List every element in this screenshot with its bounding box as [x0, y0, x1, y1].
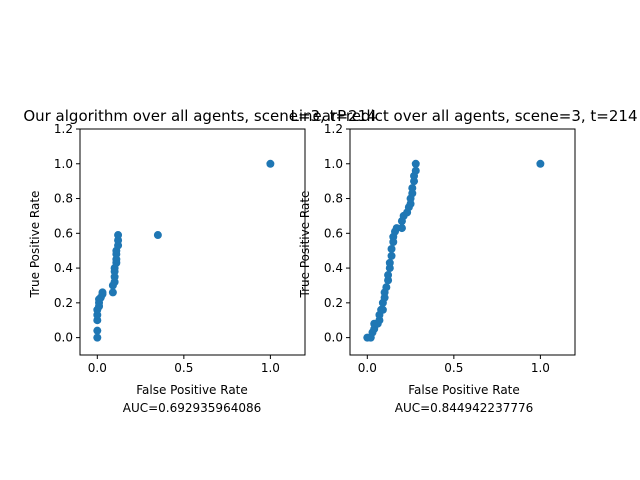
- data-point: [387, 251, 396, 260]
- data-point: [378, 305, 387, 314]
- x-tick-label: 0.5: [444, 361, 463, 375]
- data-point: [93, 326, 102, 335]
- subplot-our-algorithm: Our algorithm over all agents, scene=3, …: [23, 107, 376, 415]
- y-axis-label: True Positive Rate: [28, 191, 42, 299]
- y-tick-label: 0.0: [54, 331, 73, 345]
- x-axis-label: False Positive Rate: [136, 383, 248, 397]
- x-tick-label: 0.0: [88, 361, 107, 375]
- data-point: [108, 288, 117, 297]
- data-point: [114, 231, 123, 240]
- y-tick-label: 0.4: [54, 261, 73, 275]
- y-tick-label: 0.0: [324, 331, 343, 345]
- y-tick-label: 1.2: [324, 122, 343, 136]
- y-tick-label: 0.4: [324, 261, 343, 275]
- plot-area: 0.0 0.5 1.0 0.0 0.2 0.4 0.6 0.8 1.0 1.2: [324, 122, 576, 375]
- y-tick-label: 0.2: [54, 296, 73, 310]
- data-point: [408, 184, 417, 193]
- plot-area: 0.0 0.5 1.0 0.0 0.2 0.4 0.6 0.8 1.0 1.2: [54, 122, 306, 375]
- x-tick-label: 0.0: [358, 361, 377, 375]
- data-point: [266, 159, 275, 168]
- chart-title: Our algorithm over all agents, scene=3, …: [23, 107, 376, 125]
- data-point: [536, 159, 545, 168]
- axes-frame: [349, 128, 576, 356]
- y-tick-label: 0.6: [324, 226, 343, 240]
- y-tick-label: 1.0: [324, 157, 343, 171]
- y-axis-label: True Positive Rate: [298, 191, 312, 299]
- data-point: [411, 166, 420, 175]
- x-tick-label: 0.5: [174, 361, 193, 375]
- subplot-linear-predict: LinearPredict over all agents, scene=3, …: [291, 107, 638, 415]
- data-point: [387, 244, 396, 253]
- auc-label: AUC=0.844942237776: [395, 401, 534, 415]
- y-tick-label: 1.2: [54, 122, 73, 136]
- x-tick-label: 1.0: [531, 361, 550, 375]
- axes-frame: [79, 128, 306, 356]
- data-point: [93, 333, 102, 342]
- data-point: [153, 231, 162, 240]
- auc-label: AUC=0.692935964086: [123, 401, 262, 415]
- y-tick-label: 0.8: [54, 192, 73, 206]
- data-point: [397, 224, 406, 233]
- x-axis-label: False Positive Rate: [408, 383, 520, 397]
- data-point: [385, 258, 394, 267]
- data-point: [98, 288, 107, 297]
- y-tick-label: 0.2: [324, 296, 343, 310]
- y-tick-label: 0.8: [324, 192, 343, 206]
- chart-title: LinearPredict over all agents, scene=3, …: [291, 107, 638, 125]
- data-point: [384, 271, 393, 280]
- x-tick-label: 1.0: [261, 361, 280, 375]
- y-tick-label: 1.0: [54, 157, 73, 171]
- data-point: [411, 159, 420, 168]
- data-point: [382, 283, 391, 292]
- y-tick-label: 0.6: [54, 226, 73, 240]
